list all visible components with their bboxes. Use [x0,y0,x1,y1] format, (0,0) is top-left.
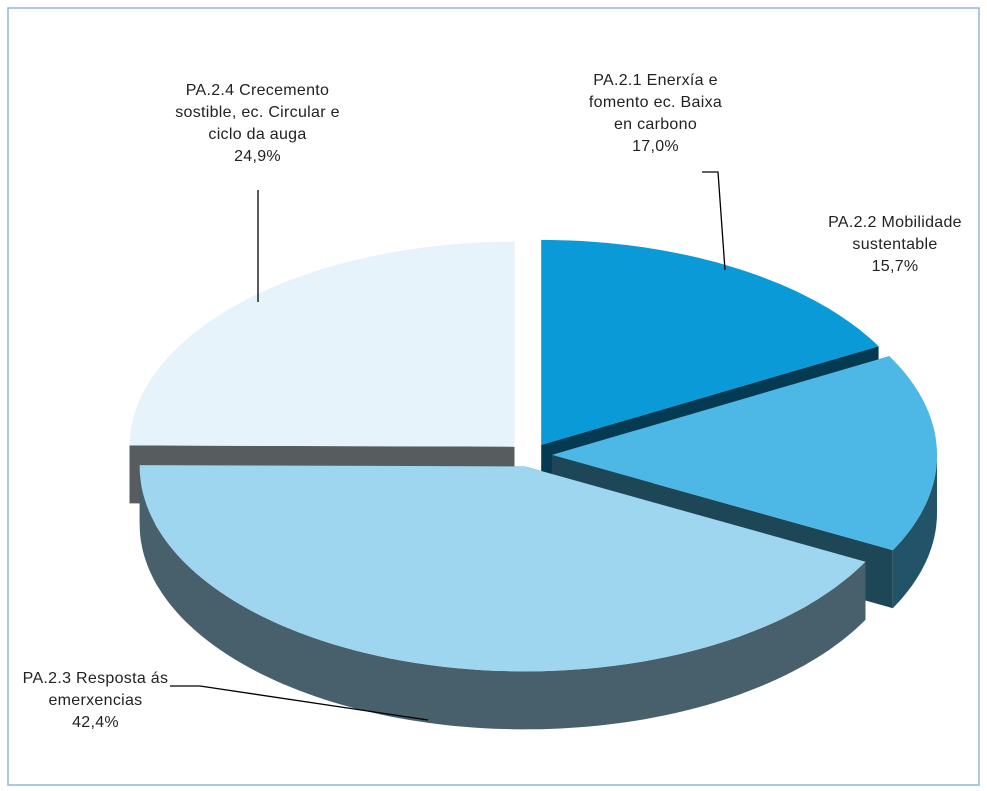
leader-line [170,685,429,721]
category-label: PA.2.4 Crecemento sostible, ec. Circular… [175,82,340,143]
category-label: PA.2.2 Mobilidade sustentable [828,214,962,253]
pie [129,239,937,730]
slice [139,465,866,672]
slice [552,356,937,551]
value-label: 15,7% [871,258,919,275]
value-label: 42,4% [72,714,119,731]
slice-label: PA.2.3 Resposta ás emerxencias 42,4% [8,668,183,734]
category-label: PA.2.1 Enerxía e fomento ec. Baixa en ca… [588,72,723,133]
value-label: 24,9% [234,148,281,165]
slice-label: PA.2.4 Crecemento sostible, ec. Circular… [160,80,355,168]
leader-line [702,171,726,271]
slice-side [892,454,937,609]
value-label: 17,0% [632,138,679,155]
category-label: PA.2.3 Resposta ás emerxencias [22,670,169,709]
slice-label: PA.2.2 Mobilidade sustentable 15,7% [806,212,984,278]
slice-side [139,466,866,730]
slice-label: PA.2.1 Enerxía e fomento ec. Baixa en ca… [578,70,733,158]
slice [541,239,879,445]
slice [129,241,515,447]
frame [7,7,980,786]
